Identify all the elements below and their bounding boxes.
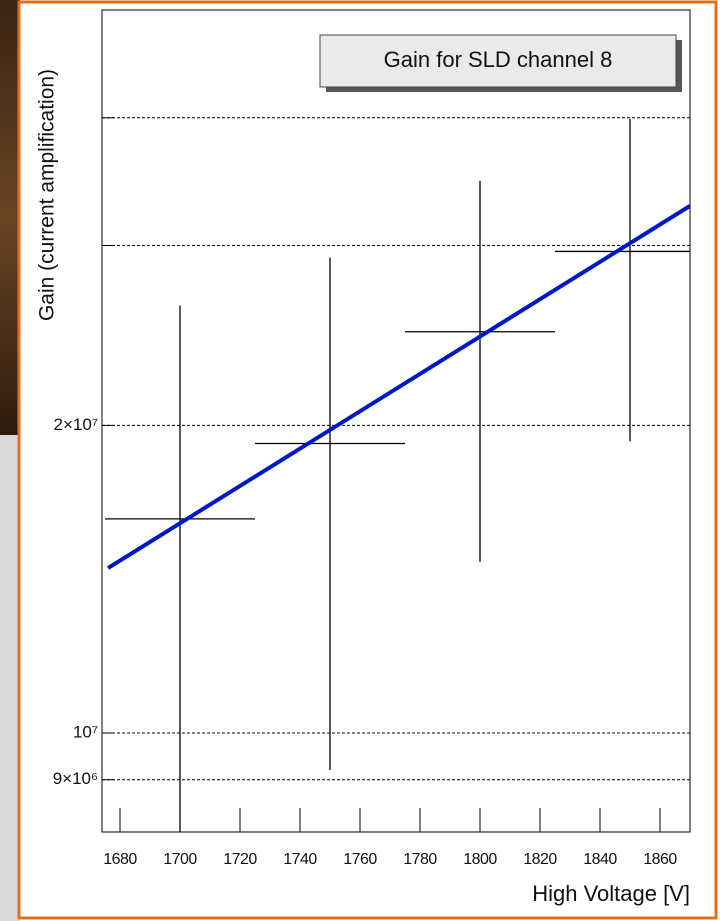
x-tick-label: 1720 [223,851,257,868]
x-tick-label: 1820 [523,851,557,868]
y-tick-label: 9×10⁶ [53,769,98,788]
page: Gain for SLD channel 8 High Voltage [V] … [0,0,720,921]
y-tick-label: 2×10⁷ [54,415,98,434]
x-tick-label: 1780 [403,851,437,868]
x-tick-label: 1800 [463,851,497,868]
y-axis-label: Gain (current amplification) [36,69,59,321]
y-tick-label: 10⁷ [73,722,98,741]
backdrop [0,435,20,921]
backdrop [0,0,20,435]
x-tick-label: 1840 [583,851,617,868]
chart-title: Gain for SLD channel 8 [384,47,613,72]
x-tick-label: 1740 [283,851,317,868]
frame [19,2,716,918]
x-tick-label: 1700 [163,851,197,868]
x-tick-label: 1760 [343,851,377,868]
x-tick-label: 1860 [643,851,677,868]
chart: Gain for SLD channel 8 High Voltage [V] … [0,0,720,921]
x-axis-label: High Voltage [V] [532,881,690,906]
x-tick-label: 1680 [103,851,137,868]
